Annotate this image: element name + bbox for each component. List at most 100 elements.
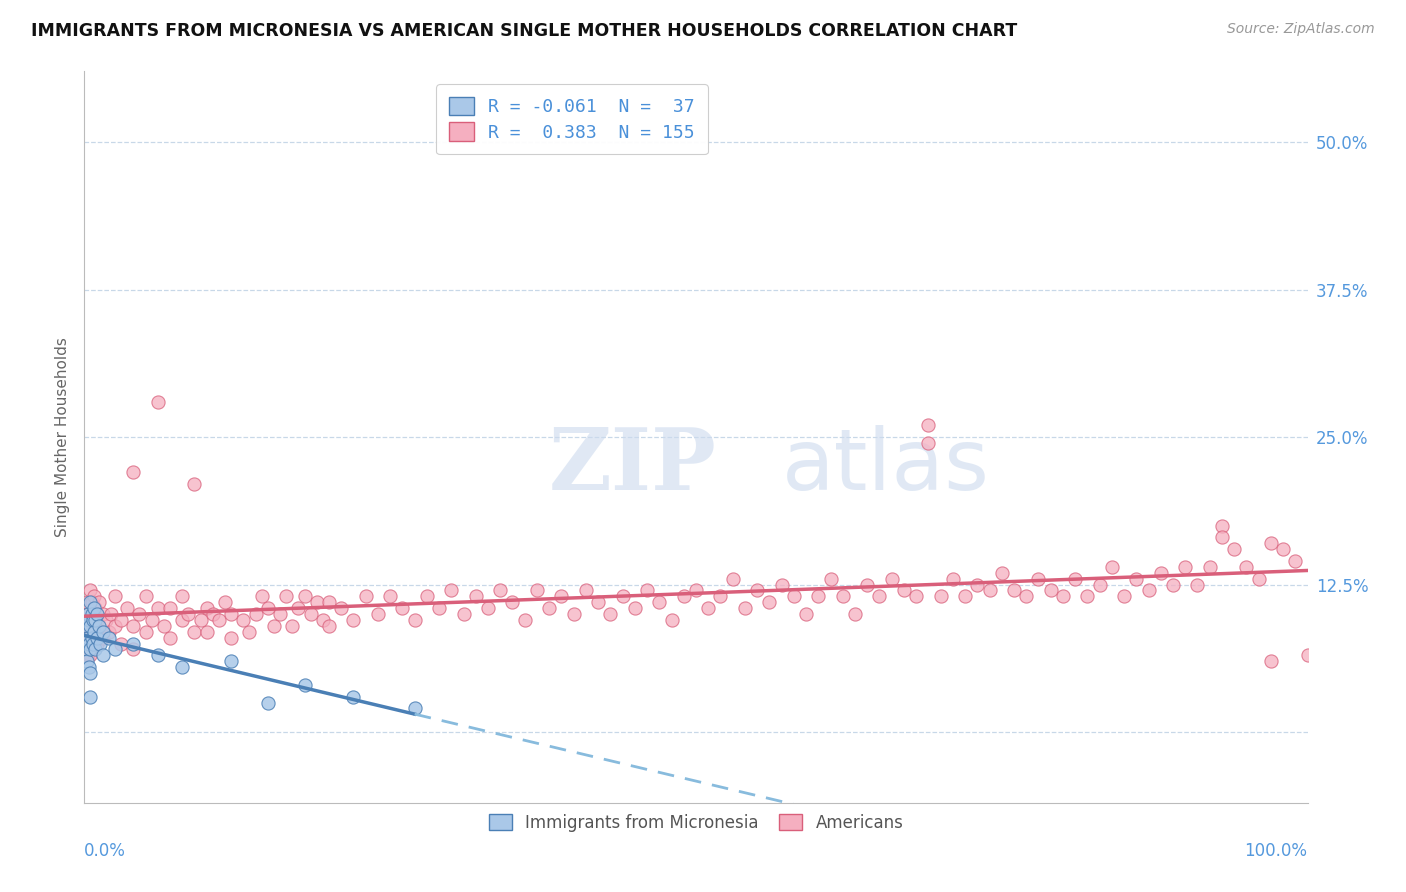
Point bbox=[84, 601, 107, 615]
Point bbox=[1223, 542, 1246, 557]
Point bbox=[783, 590, 806, 604]
Point bbox=[76, 595, 98, 609]
Point bbox=[966, 577, 988, 591]
Point bbox=[89, 624, 111, 639]
Point bbox=[77, 607, 100, 621]
Point bbox=[80, 624, 103, 639]
Point bbox=[219, 631, 242, 645]
Point bbox=[75, 619, 97, 633]
Point bbox=[104, 619, 127, 633]
Text: Source: ZipAtlas.com: Source: ZipAtlas.com bbox=[1227, 22, 1375, 37]
Point bbox=[91, 607, 114, 621]
Point bbox=[1211, 530, 1233, 544]
Point bbox=[79, 583, 101, 598]
Point bbox=[208, 613, 231, 627]
Point bbox=[77, 636, 100, 650]
Point bbox=[330, 601, 353, 615]
Point bbox=[135, 624, 157, 639]
Point bbox=[440, 583, 463, 598]
Point bbox=[404, 701, 426, 715]
Point bbox=[183, 477, 205, 491]
Point bbox=[1114, 590, 1136, 604]
Point bbox=[257, 696, 280, 710]
Point bbox=[648, 595, 671, 609]
Point bbox=[77, 613, 100, 627]
Point bbox=[86, 607, 108, 621]
Point bbox=[820, 572, 842, 586]
Point bbox=[281, 619, 304, 633]
Point bbox=[76, 619, 98, 633]
Point bbox=[183, 624, 205, 639]
Text: ZIP: ZIP bbox=[550, 425, 717, 508]
Point bbox=[354, 590, 377, 604]
Point bbox=[77, 642, 100, 657]
Point bbox=[294, 590, 316, 604]
Point bbox=[141, 613, 163, 627]
Point bbox=[905, 590, 928, 604]
Point bbox=[104, 590, 127, 604]
Point bbox=[1039, 583, 1062, 598]
Point bbox=[299, 607, 322, 621]
Point bbox=[86, 636, 108, 650]
Point bbox=[77, 613, 100, 627]
Point bbox=[586, 595, 609, 609]
Point bbox=[1137, 583, 1160, 598]
Point bbox=[550, 590, 572, 604]
Point bbox=[380, 590, 402, 604]
Point bbox=[979, 583, 1001, 598]
Point bbox=[831, 590, 853, 604]
Point bbox=[770, 577, 793, 591]
Point bbox=[276, 590, 298, 604]
Point bbox=[1076, 590, 1098, 604]
Point bbox=[91, 624, 114, 639]
Point bbox=[942, 572, 965, 586]
Y-axis label: Single Mother Households: Single Mother Households bbox=[55, 337, 70, 537]
Point bbox=[1236, 559, 1258, 574]
Point bbox=[1272, 542, 1295, 557]
Point bbox=[77, 607, 100, 621]
Point bbox=[1198, 559, 1220, 574]
Point bbox=[1260, 536, 1282, 550]
Point bbox=[1260, 654, 1282, 668]
Point bbox=[77, 660, 100, 674]
Point bbox=[82, 607, 104, 621]
Point bbox=[1101, 559, 1123, 574]
Point bbox=[96, 613, 118, 627]
Point bbox=[250, 590, 273, 604]
Text: 0.0%: 0.0% bbox=[84, 842, 127, 860]
Point bbox=[83, 619, 105, 633]
Point bbox=[312, 613, 335, 627]
Point bbox=[416, 590, 439, 604]
Point bbox=[747, 583, 769, 598]
Point bbox=[1247, 572, 1270, 586]
Point bbox=[502, 595, 524, 609]
Point bbox=[159, 631, 181, 645]
Point bbox=[1187, 577, 1209, 591]
Point bbox=[672, 590, 695, 604]
Point bbox=[305, 595, 328, 609]
Point bbox=[734, 601, 756, 615]
Point bbox=[794, 607, 817, 621]
Point bbox=[86, 613, 108, 627]
Point bbox=[391, 601, 413, 615]
Point bbox=[201, 607, 224, 621]
Point bbox=[219, 654, 242, 668]
Point bbox=[122, 636, 145, 650]
Point bbox=[844, 607, 866, 621]
Point bbox=[75, 642, 97, 657]
Point bbox=[122, 642, 145, 657]
Point bbox=[709, 590, 731, 604]
Point bbox=[342, 613, 364, 627]
Point bbox=[190, 613, 212, 627]
Point bbox=[82, 613, 104, 627]
Text: atlas: atlas bbox=[782, 425, 990, 508]
Point bbox=[526, 583, 548, 598]
Point bbox=[146, 648, 169, 663]
Point bbox=[342, 690, 364, 704]
Point bbox=[219, 607, 242, 621]
Point bbox=[991, 566, 1014, 580]
Point bbox=[318, 619, 340, 633]
Point bbox=[453, 607, 475, 621]
Point bbox=[84, 613, 107, 627]
Point bbox=[77, 648, 100, 663]
